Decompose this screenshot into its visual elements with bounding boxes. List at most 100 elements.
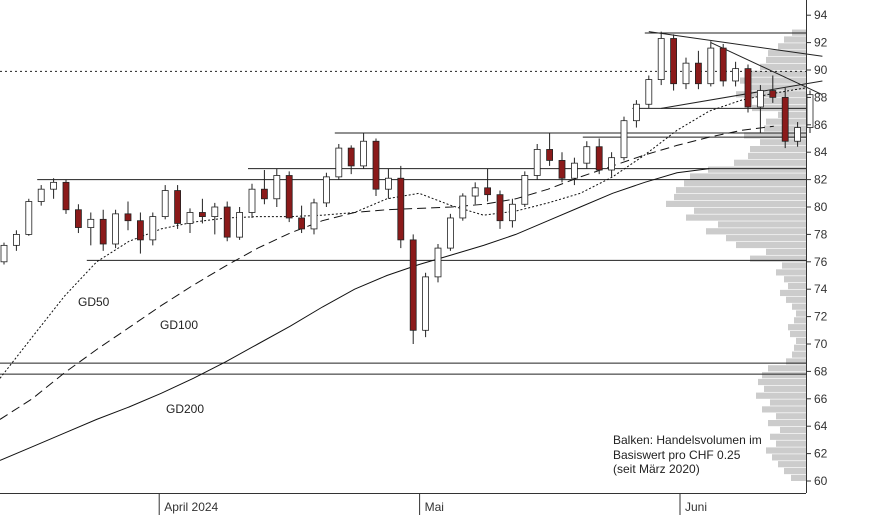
volume-bar (762, 372, 806, 379)
candle (174, 185, 182, 229)
candle-body (571, 162, 578, 179)
candle (794, 122, 801, 147)
candle (558, 152, 566, 183)
candle (112, 209, 119, 249)
candle-body (25, 201, 33, 235)
candle (260, 170, 268, 205)
volume-bar (684, 180, 806, 187)
candle (310, 198, 318, 235)
y-tick-label: 64 (814, 419, 828, 433)
y-tick-label: 78 (814, 227, 828, 241)
candle (484, 168, 492, 202)
candle-body (298, 217, 306, 230)
candle-body (112, 213, 119, 245)
candle-body (397, 177, 405, 241)
volume-bar (666, 200, 806, 207)
candle (533, 143, 541, 180)
candle (62, 179, 70, 214)
candle-body (781, 97, 789, 142)
y-tick-label: 80 (814, 200, 828, 214)
candle-body (75, 209, 82, 228)
candle-body (620, 120, 628, 159)
candle-body (124, 213, 132, 222)
volume-bar (796, 310, 806, 317)
volume-bar (760, 139, 806, 146)
y-tick-label: 94 (814, 8, 828, 22)
candle (198, 198, 206, 224)
candle (446, 213, 454, 251)
volume-bar (796, 337, 806, 344)
candle (0, 242, 8, 265)
volume-note: Balken: Handelsvolumen im Basiswert pro … (613, 433, 762, 476)
candle-body (794, 127, 801, 142)
candle-body (521, 175, 529, 205)
candle-body (360, 140, 368, 167)
volume-bar (768, 50, 806, 57)
candle (508, 198, 516, 228)
y-tick-label: 76 (814, 255, 828, 269)
volume-bar (786, 358, 806, 365)
trendline (648, 31, 823, 57)
candle-body (223, 206, 231, 238)
volume-bar (766, 56, 806, 64)
x-tick-label: Mai (425, 500, 444, 514)
candle (37, 185, 45, 206)
candle-body (161, 190, 169, 217)
volume-bar (734, 159, 806, 166)
volume-bar (792, 351, 806, 358)
trendline (661, 80, 823, 109)
candle-body (322, 176, 330, 204)
candle-body (347, 147, 355, 167)
y-tick-label: 90 (814, 63, 828, 77)
candle (50, 178, 57, 199)
volume-bar (760, 63, 806, 70)
candle (781, 87, 789, 149)
y-tick-label: 68 (814, 364, 828, 378)
volume-bar (748, 152, 806, 160)
volume-bar (768, 365, 806, 372)
candle-body (533, 149, 541, 176)
volume-bar (756, 392, 806, 399)
volume-bar (778, 111, 806, 118)
candle-body (732, 68, 739, 82)
y-tick-label: 70 (814, 337, 828, 351)
y-tick-label: 66 (814, 392, 828, 406)
candle-body (186, 212, 194, 224)
volume-bar (776, 440, 806, 447)
candle-body (12, 233, 20, 246)
candle (633, 100, 640, 128)
candle (595, 138, 603, 175)
trendline (710, 42, 823, 96)
candle-body (422, 276, 430, 331)
candle (285, 171, 293, 223)
candle-body (707, 47, 715, 85)
candle (620, 116, 628, 161)
gd200-label: GD200 (166, 402, 204, 416)
candle (99, 209, 107, 251)
candle-body (806, 94, 814, 128)
volume-bar (706, 228, 806, 235)
candle (186, 208, 194, 234)
gd100-line (0, 125, 774, 420)
y-tick-label: 74 (814, 282, 828, 296)
candle (273, 168, 281, 207)
candle-body (583, 146, 591, 164)
candle-body (682, 62, 690, 85)
volume-bar (766, 447, 806, 454)
candle (248, 183, 256, 218)
candle-body (446, 217, 454, 249)
candle (360, 133, 368, 169)
candle-body (37, 188, 45, 202)
candle (583, 141, 591, 169)
candle-body (558, 160, 566, 179)
candle-body (434, 247, 442, 278)
candle (384, 168, 392, 199)
volume-bar (786, 296, 806, 303)
candle-body (174, 190, 182, 224)
candle (471, 182, 479, 205)
volume-bar (770, 399, 806, 406)
candle-body (62, 181, 70, 211)
candle-body (285, 175, 293, 219)
